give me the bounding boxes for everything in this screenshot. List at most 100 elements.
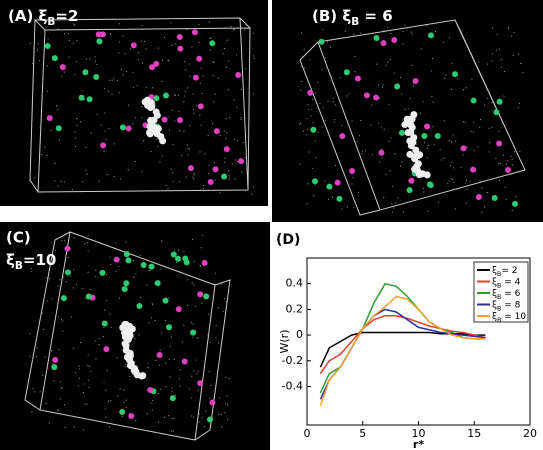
solvent: [191, 46, 193, 48]
solvent: [150, 150, 152, 153]
bead: [213, 128, 220, 135]
solvent: [488, 91, 490, 93]
solvent: [151, 303, 153, 305]
solvent: [73, 426, 75, 428]
solvent: [39, 262, 41, 265]
bead: [60, 295, 67, 302]
solvent: [299, 163, 301, 165]
solvent: [84, 243, 86, 245]
solvent: [180, 154, 183, 157]
solvent: [397, 197, 399, 199]
solvent: [454, 208, 457, 210]
solvent: [517, 53, 520, 55]
solvent: [62, 320, 64, 322]
bead: [125, 257, 132, 264]
solvent: [98, 343, 100, 346]
solvent: [496, 34, 498, 36]
solvent: [60, 180, 62, 182]
bead: [412, 77, 419, 84]
solvent: [119, 249, 121, 251]
legend-label: ξB = 4: [492, 277, 521, 289]
solvent: [507, 159, 509, 162]
solvent: [98, 180, 100, 182]
solvent: [234, 138, 236, 140]
solvent: [452, 188, 454, 190]
solvent: [123, 402, 125, 404]
solvent: [196, 373, 198, 375]
solvent: [171, 387, 173, 389]
solvent: [515, 196, 517, 198]
solvent: [383, 30, 385, 32]
solvent: [507, 28, 510, 30]
solvent: [504, 186, 506, 188]
solvent: [451, 62, 453, 64]
solvent: [502, 154, 505, 156]
bead: [140, 262, 147, 269]
solvent: [371, 154, 373, 156]
solvent: [122, 35, 124, 37]
solvent: [224, 411, 226, 414]
bead: [491, 195, 498, 202]
solvent: [43, 59, 45, 61]
solvent: [226, 132, 228, 134]
solvent: [188, 388, 191, 390]
solvent: [377, 84, 380, 86]
solvent: [324, 119, 327, 121]
solvent: [318, 44, 321, 47]
solvent: [251, 193, 253, 195]
solvent: [87, 235, 89, 237]
bead: [153, 60, 160, 67]
solvent: [477, 146, 479, 148]
solvent: [84, 99, 86, 101]
solvent: [209, 397, 211, 399]
solvent: [244, 29, 246, 31]
solvent: [172, 180, 174, 182]
solvent: [214, 272, 216, 274]
bead: [235, 72, 242, 79]
solvent: [70, 275, 72, 277]
y-tick-label: 0: [296, 328, 303, 341]
solvent: [457, 188, 459, 190]
solvent: [486, 192, 489, 194]
solvent: [146, 413, 149, 415]
solvent: [71, 316, 73, 318]
solvent: [188, 63, 190, 65]
solvent: [322, 107, 324, 109]
solvent: [314, 140, 317, 142]
solvent: [127, 104, 130, 106]
solvent: [171, 172, 173, 174]
solvent: [227, 404, 229, 406]
solvent: [82, 181, 84, 183]
bead: [161, 116, 168, 123]
solvent: [308, 151, 310, 153]
solvent: [453, 167, 455, 169]
solvent: [312, 122, 314, 124]
solvent: [328, 198, 330, 200]
solvent: [390, 137, 392, 139]
bead: [209, 399, 216, 406]
solvent: [505, 198, 507, 200]
series-line: [319, 295, 486, 406]
solvent: [215, 337, 217, 339]
solvent: [213, 161, 216, 163]
solvent: [466, 179, 468, 181]
solvent: [148, 322, 150, 324]
solvent: [419, 112, 422, 114]
solvent: [357, 191, 359, 194]
y-tick-label: 0.4: [286, 277, 304, 290]
bead: [82, 69, 89, 76]
solvent: [448, 140, 450, 142]
bead: [206, 416, 213, 423]
solvent: [149, 270, 151, 272]
solvent: [161, 240, 163, 242]
solvent: [200, 247, 202, 249]
solvent: [325, 56, 327, 59]
solvent: [510, 35, 513, 37]
solvent: [331, 196, 334, 198]
solvent: [411, 33, 413, 35]
bead: [59, 64, 66, 71]
solvent: [115, 270, 117, 272]
bead: [511, 200, 518, 207]
solvent: [236, 160, 239, 162]
